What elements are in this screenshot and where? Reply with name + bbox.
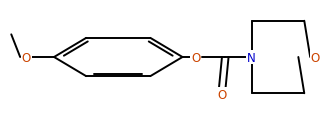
- Text: O: O: [22, 51, 31, 64]
- Text: O: O: [217, 88, 227, 101]
- Text: O: O: [311, 51, 320, 64]
- Text: O: O: [191, 51, 200, 64]
- Text: N: N: [247, 51, 256, 64]
